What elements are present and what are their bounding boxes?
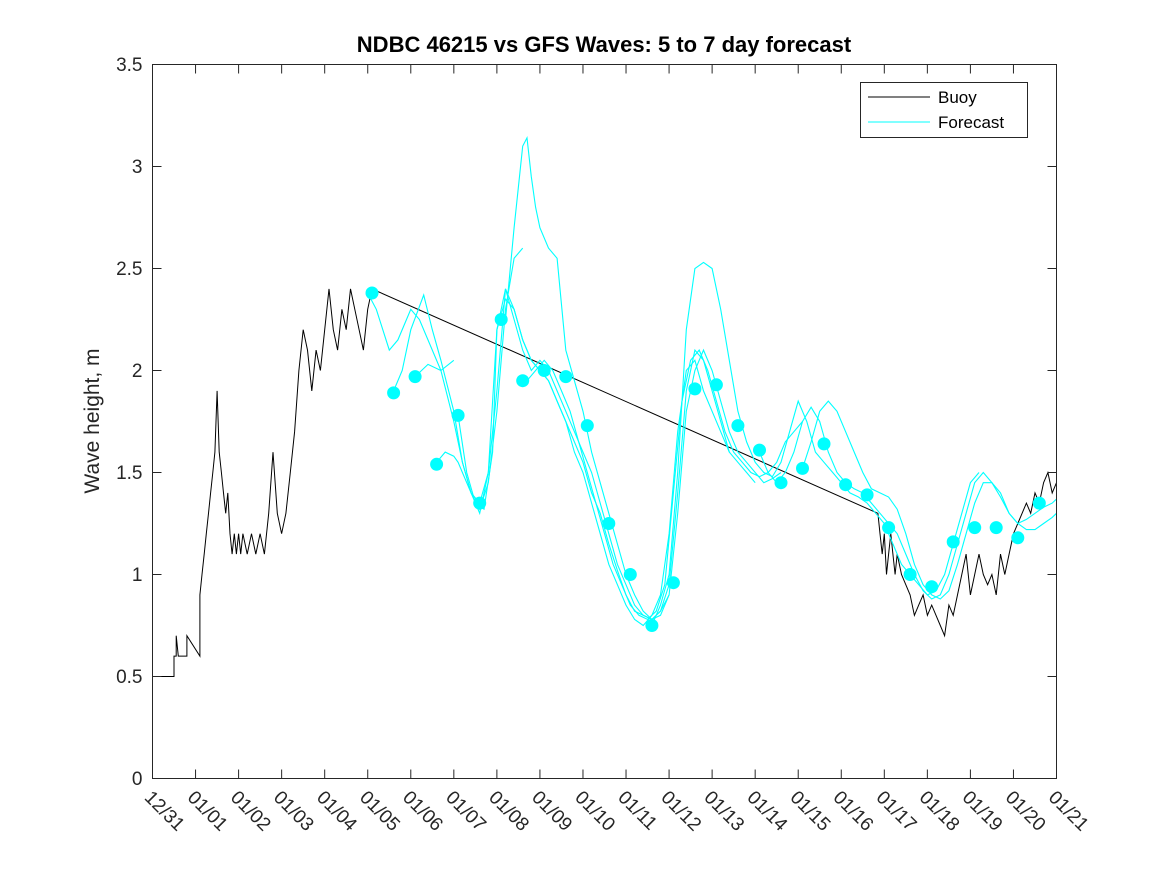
forecast-marker <box>451 408 465 422</box>
legend-buoy-label: Buoy <box>938 88 977 107</box>
forecast-marker <box>925 580 939 594</box>
forecast-run-line-1 <box>367 292 455 372</box>
y-tick-label: 1.5 <box>116 463 142 484</box>
forecast-marker <box>968 521 982 535</box>
forecast-marker <box>645 619 659 632</box>
y-tick-label: 2 <box>132 361 143 382</box>
forecast-marker <box>494 313 508 326</box>
forecast-run-line-6 <box>479 288 756 627</box>
forecast-marker <box>623 568 637 581</box>
buoy-series-line <box>152 288 1057 677</box>
forecast-marker <box>860 488 874 502</box>
forecast-marker <box>817 437 831 451</box>
forecast-marker <box>516 374 530 388</box>
forecast-marker <box>796 461 809 475</box>
y-tick-label: 0.5 <box>116 667 142 688</box>
y-tick-label: 3 <box>132 157 143 178</box>
forecast-marker <box>774 476 788 490</box>
y-axis: 0 0.5 1 1.5 2 2.5 3 3.5 <box>116 55 1057 790</box>
forecast-marker <box>666 576 680 590</box>
forecast-marker <box>753 443 766 457</box>
y-tick-label: 2.5 <box>116 259 142 280</box>
forecast-run-line-7 <box>504 136 782 621</box>
forecast-marker <box>882 521 896 535</box>
chart-title: NDBC 46215 vs GFS Waves: 5 to 7 day fore… <box>357 32 852 57</box>
forecast-marker <box>408 370 422 384</box>
legend: Buoy Forecast <box>860 82 1028 138</box>
forecast-marker <box>1032 496 1046 510</box>
forecast-marker <box>1011 531 1025 545</box>
legend-box <box>860 82 1028 138</box>
forecast-marker <box>473 496 487 510</box>
forecast-markers <box>365 286 1046 632</box>
forecast-marker <box>430 457 444 471</box>
forecast-marker <box>580 419 594 433</box>
data-layer <box>152 136 1057 677</box>
forecast-marker <box>365 286 379 300</box>
forecast-marker <box>559 370 573 384</box>
forecast-marker <box>688 382 702 396</box>
forecast-marker <box>946 535 960 549</box>
y-tick-label: 3.5 <box>116 55 142 76</box>
forecast-marker <box>709 378 723 392</box>
forecast-marker <box>537 364 551 377</box>
y-tick-label: 0 <box>132 769 143 790</box>
legend-forecast-label: Forecast <box>938 113 1004 132</box>
y-axis-label: Wave height, m <box>81 348 104 493</box>
forecast-marker <box>731 419 745 433</box>
y-tick-label: 1 <box>132 565 143 586</box>
plot-area <box>152 64 1057 779</box>
forecast-marker <box>989 521 1003 535</box>
forecast-marker <box>602 517 616 530</box>
forecast-run-line-8 <box>526 349 803 621</box>
forecast-marker <box>839 478 853 492</box>
forecast-marker <box>387 386 401 400</box>
forecast-run-line-11 <box>801 400 1057 600</box>
forecast-marker <box>903 568 917 581</box>
